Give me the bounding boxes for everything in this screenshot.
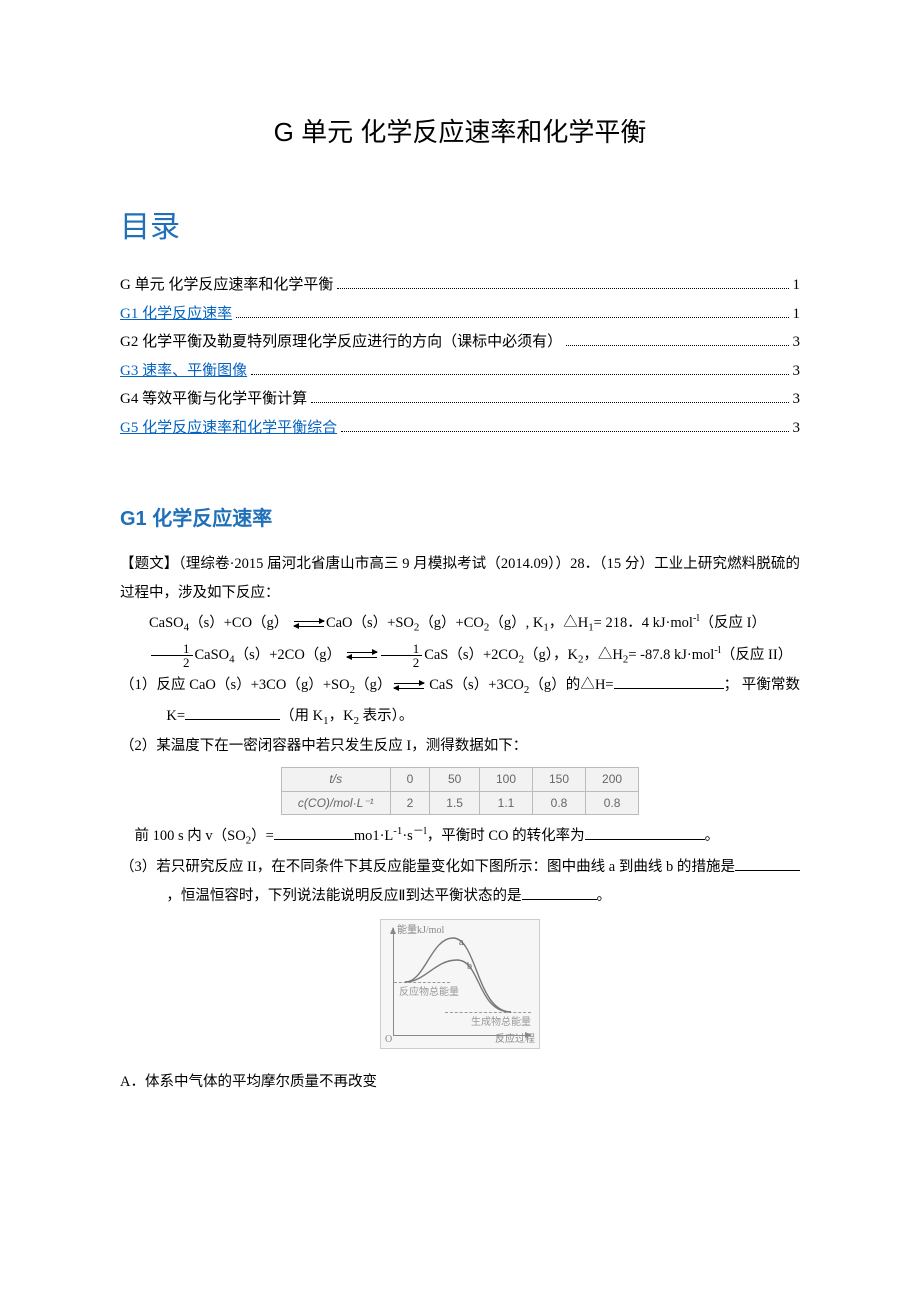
q-text: ·s [402,828,412,844]
eq-text: （反应 II） [721,646,792,662]
q-text: ）= [251,828,274,844]
fraction-half-icon: 12 [151,642,193,669]
toc-row[interactable]: G1 化学反应速率 1 [120,300,800,329]
table-cell: 0 [390,768,430,791]
question-1: （1）反应 CaO（s）+3CO（g）+SO2（g） CaS（s）+3CO2（g… [120,671,800,732]
table-of-contents: G 单元 化学反应速率和化学平衡 1 G1 化学反应速率 1 G2 化学平衡及勒… [120,271,800,442]
toc-leader [251,374,788,375]
eq-text: （s）+CO（g） [189,615,292,631]
q-text: （用 K [280,708,323,724]
eq-text: （g）+CO [419,615,484,631]
toc-label: G1 化学反应速率 [120,300,232,329]
section-heading-g1: G1 化学反应速率 [120,502,800,536]
fill-blank[interactable] [614,675,724,690]
table-cell: 150 [533,768,586,791]
fill-blank[interactable] [185,705,280,720]
toc-page: 3 [793,385,801,414]
table-cell: 0.8 [586,791,639,814]
toc-label: G 单元 化学反应速率和化学平衡 [120,271,333,300]
q-text: ，K [329,708,354,724]
q-text: 。 [705,828,720,844]
q-text: mo1·L [354,828,393,844]
q-text: （g）的△H= [529,677,613,693]
toc-leader [236,317,788,318]
toc-page: 1 [793,300,801,329]
question-intro: 【题文】（理综卷·2015 届河北省唐山市高三 9 月模拟考试（2014.09）… [120,550,800,608]
q-text: CaS（s）+3CO [426,677,524,693]
toc-page: 3 [793,357,801,386]
curve-a [405,938,511,1012]
table-cell: 1.1 [479,791,532,814]
table-cell: t/s [281,768,390,791]
equilibrium-arrow-icon [294,618,324,630]
data-table: t/s 0 50 100 150 200 c(CO)/mol·L⁻¹ 2 1.5… [281,767,639,815]
toc-leader [341,431,788,432]
toc-row[interactable]: G5 化学反应速率和化学平衡综合 3 [120,414,800,443]
toc-leader [337,288,788,289]
toc-leader [311,402,788,403]
toc-row[interactable]: G4 等效平衡与化学平衡计算 3 [120,385,800,414]
fill-blank[interactable] [585,826,705,841]
fill-blank[interactable] [735,856,800,871]
toc-row[interactable]: G3 速率、平衡图像 3 [120,357,800,386]
eq-text: ，△H [583,646,622,662]
toc-row[interactable]: G2 化学平衡及勒夏特列原理化学反应进行的方向（课标中必须有） 3 [120,328,800,357]
table-cell: 100 [479,768,532,791]
table-cell: 50 [430,768,480,791]
eq-text: （反应 I） [700,615,766,631]
fraction-half-icon: 12 [381,642,423,669]
toc-page: 3 [793,414,801,443]
eq-text: （s）+2CO（g） [235,646,345,662]
table-row: c(CO)/mol·L⁻¹ 2 1.5 1.1 0.8 0.8 [281,791,638,814]
curve-a-label: a [459,934,463,951]
question-2-intro: （2）某温度下在一密闭容器中若只发生反应 I，测得数据如下： [120,732,800,761]
q-text: 。 [597,888,612,904]
toc-label: G4 等效平衡与化学平衡计算 [120,385,307,414]
q-text: ，恒温恒容时，下列说法能说明反应Ⅱ到达平衡状态的是 [166,888,521,904]
toc-label: G2 化学平衡及勒夏特列原理化学反应进行的方向（课标中必须有） [120,328,562,357]
equation-1: CaSO4（s）+CO（g） CaO（s）+SO2（g）+CO2（g）, K1，… [120,608,800,639]
toc-row[interactable]: G 单元 化学反应速率和化学平衡 1 [120,271,800,300]
table-cell: c(CO)/mol·L⁻¹ [281,791,390,814]
q-text: ，平衡时 CO 的转化率为 [427,828,585,844]
toc-page: 1 [793,271,801,300]
eq-text: CaS（s）+2CO [424,646,518,662]
toc-page: 3 [793,328,801,357]
fill-blank[interactable] [522,885,597,900]
curve-b-label: b [467,958,472,975]
energy-diagram-wrapper: 能量kJ/mol 反应过程 O 反应物总能量 生成物总能量 a b [120,919,800,1059]
equation-2: 12CaSO4（s）+2CO（g） 12CaS（s）+2CO2（g），K2，△H… [120,640,800,671]
fill-blank[interactable] [274,826,354,841]
eq-text: CaO（s）+SO [326,615,414,631]
q-text: 前 100 s 内 v（SO [135,828,246,844]
equilibrium-arrow-icon [347,649,377,661]
page-title: G 单元 化学反应速率和化学平衡 [120,110,800,154]
q-text: （3）若只研究反应 II，在不同条件下其反应能量变化如下图所示：图中曲线 a 到… [120,859,735,875]
option-a: A．体系中气体的平均摩尔质量不再改变 [120,1068,800,1097]
question-2-body: 前 100 s 内 v（SO2）=mo1·L-1·s－l，平衡时 CO 的转化率… [120,821,800,852]
eq-text: CaSO [195,646,230,662]
toc-heading: 目录 [120,202,800,253]
table-row: t/s 0 50 100 150 200 [281,768,638,791]
question-3: （3）若只研究反应 II，在不同条件下其反应能量变化如下图所示：图中曲线 a 到… [120,853,800,911]
toc-leader [566,345,788,346]
table-cell: 2 [390,791,430,814]
q-text: 表示）。 [359,708,413,724]
table-cell: 0.8 [533,791,586,814]
eq-text: = 218．4 kJ·mol [594,615,693,631]
q-text: （1）反应 CaO（s）+3CO（g）+SO [120,677,350,693]
eq-text: （g），K [524,646,578,662]
q-text: （g） [355,677,392,693]
toc-label: G5 化学反应速率和化学平衡综合 [120,414,337,443]
energy-diagram: 能量kJ/mol 反应过程 O 反应物总能量 生成物总能量 a b [380,919,540,1049]
eq-text: ，△H [549,615,588,631]
eq-text: = -87.8 kJ·mol [628,646,714,662]
table-cell: 200 [586,768,639,791]
eq-text: （g）, K [489,615,543,631]
toc-label: G3 速率、平衡图像 [120,357,247,386]
equilibrium-arrow-icon [394,680,424,692]
eq-text: CaSO [149,615,184,631]
table-cell: 1.5 [430,791,480,814]
